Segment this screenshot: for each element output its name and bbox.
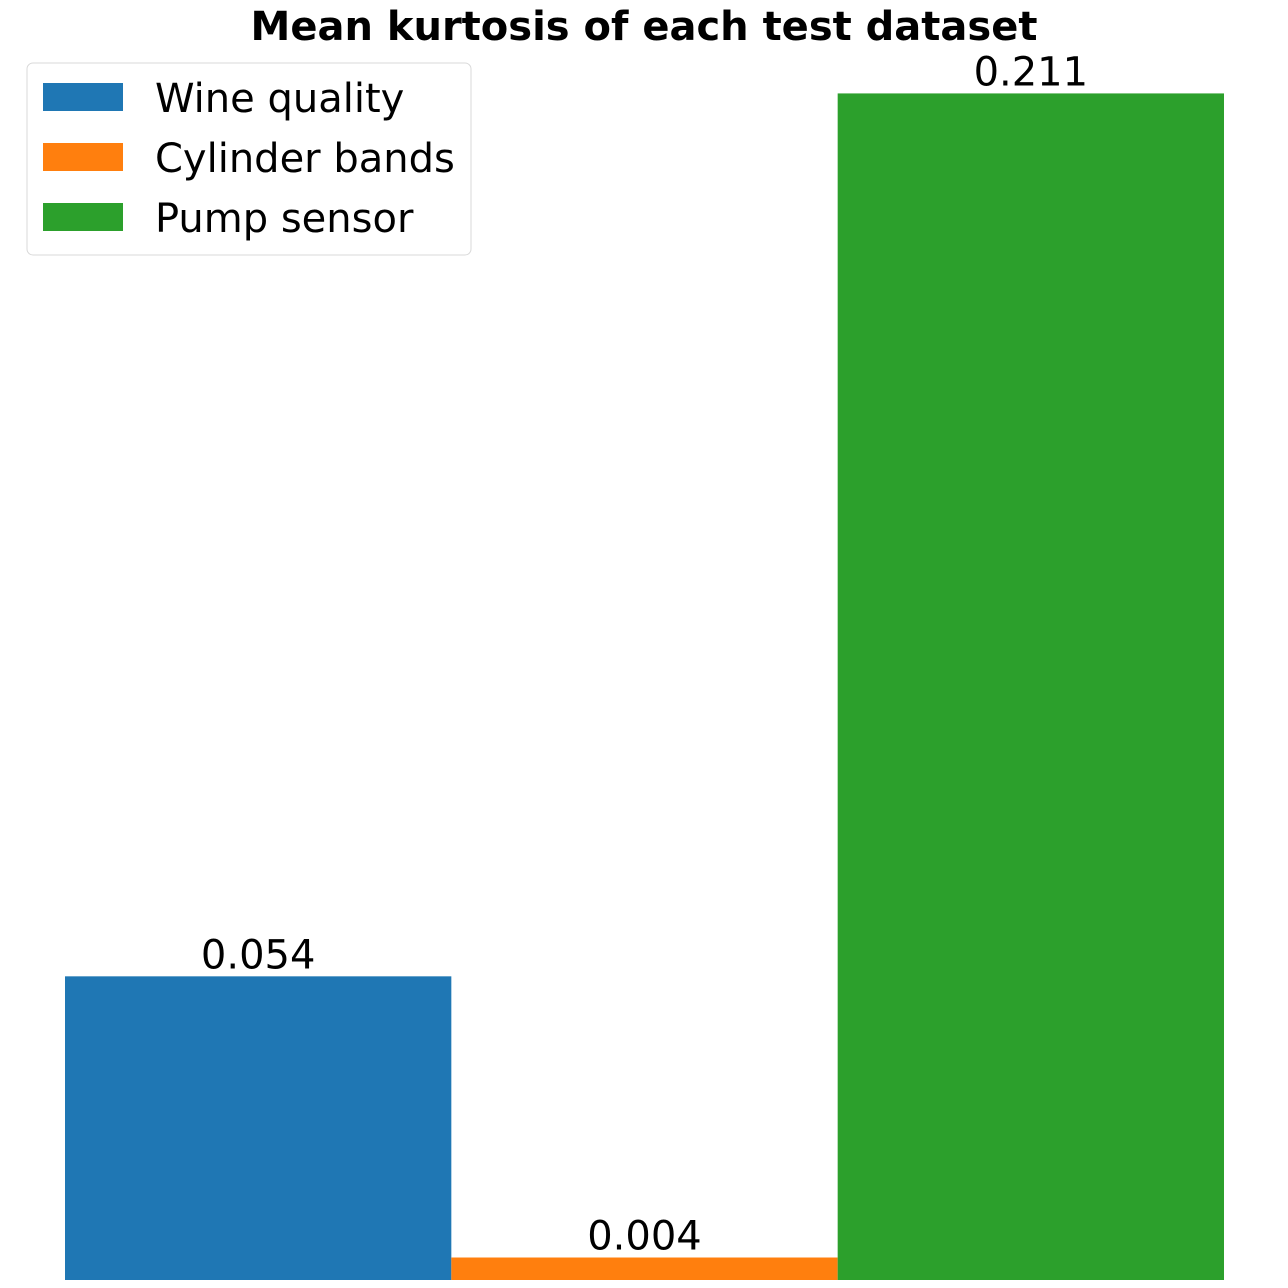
bar-wine-quality [65,976,452,1280]
bar-label-cylinder-bands: 0.004 [587,1214,702,1260]
legend-entry-wine-quality: Wine quality [43,76,404,122]
legend-label-cylinder-bands: Cylinder bands [155,136,455,182]
legend-label-wine-quality: Wine quality [155,76,404,122]
legend-swatch-pump-sensor [43,203,123,231]
legend-entry-pump-sensor: Pump sensor [43,196,414,242]
legend-frame [26,62,472,256]
bars-group [65,93,1224,1280]
bar-label-pump-sensor: 0.211 [974,49,1089,95]
chart-title: Mean kurtosis of each test dataset [251,4,1038,50]
legend: Wine quality Cylinder bands Pump sensor [26,62,472,256]
legend-label-pump-sensor: Pump sensor [155,196,414,242]
bar-pump-sensor [837,93,1224,1280]
legend-swatch-cylinder-bands [43,143,123,171]
bar-value-labels: 0.054 0.004 0.211 [201,49,1088,1259]
legend-entry-cylinder-bands: Cylinder bands [43,136,455,182]
bar-label-wine-quality: 0.054 [201,932,316,978]
legend-swatch-wine-quality [43,83,123,111]
bar-cylinder-bands [451,1257,838,1280]
